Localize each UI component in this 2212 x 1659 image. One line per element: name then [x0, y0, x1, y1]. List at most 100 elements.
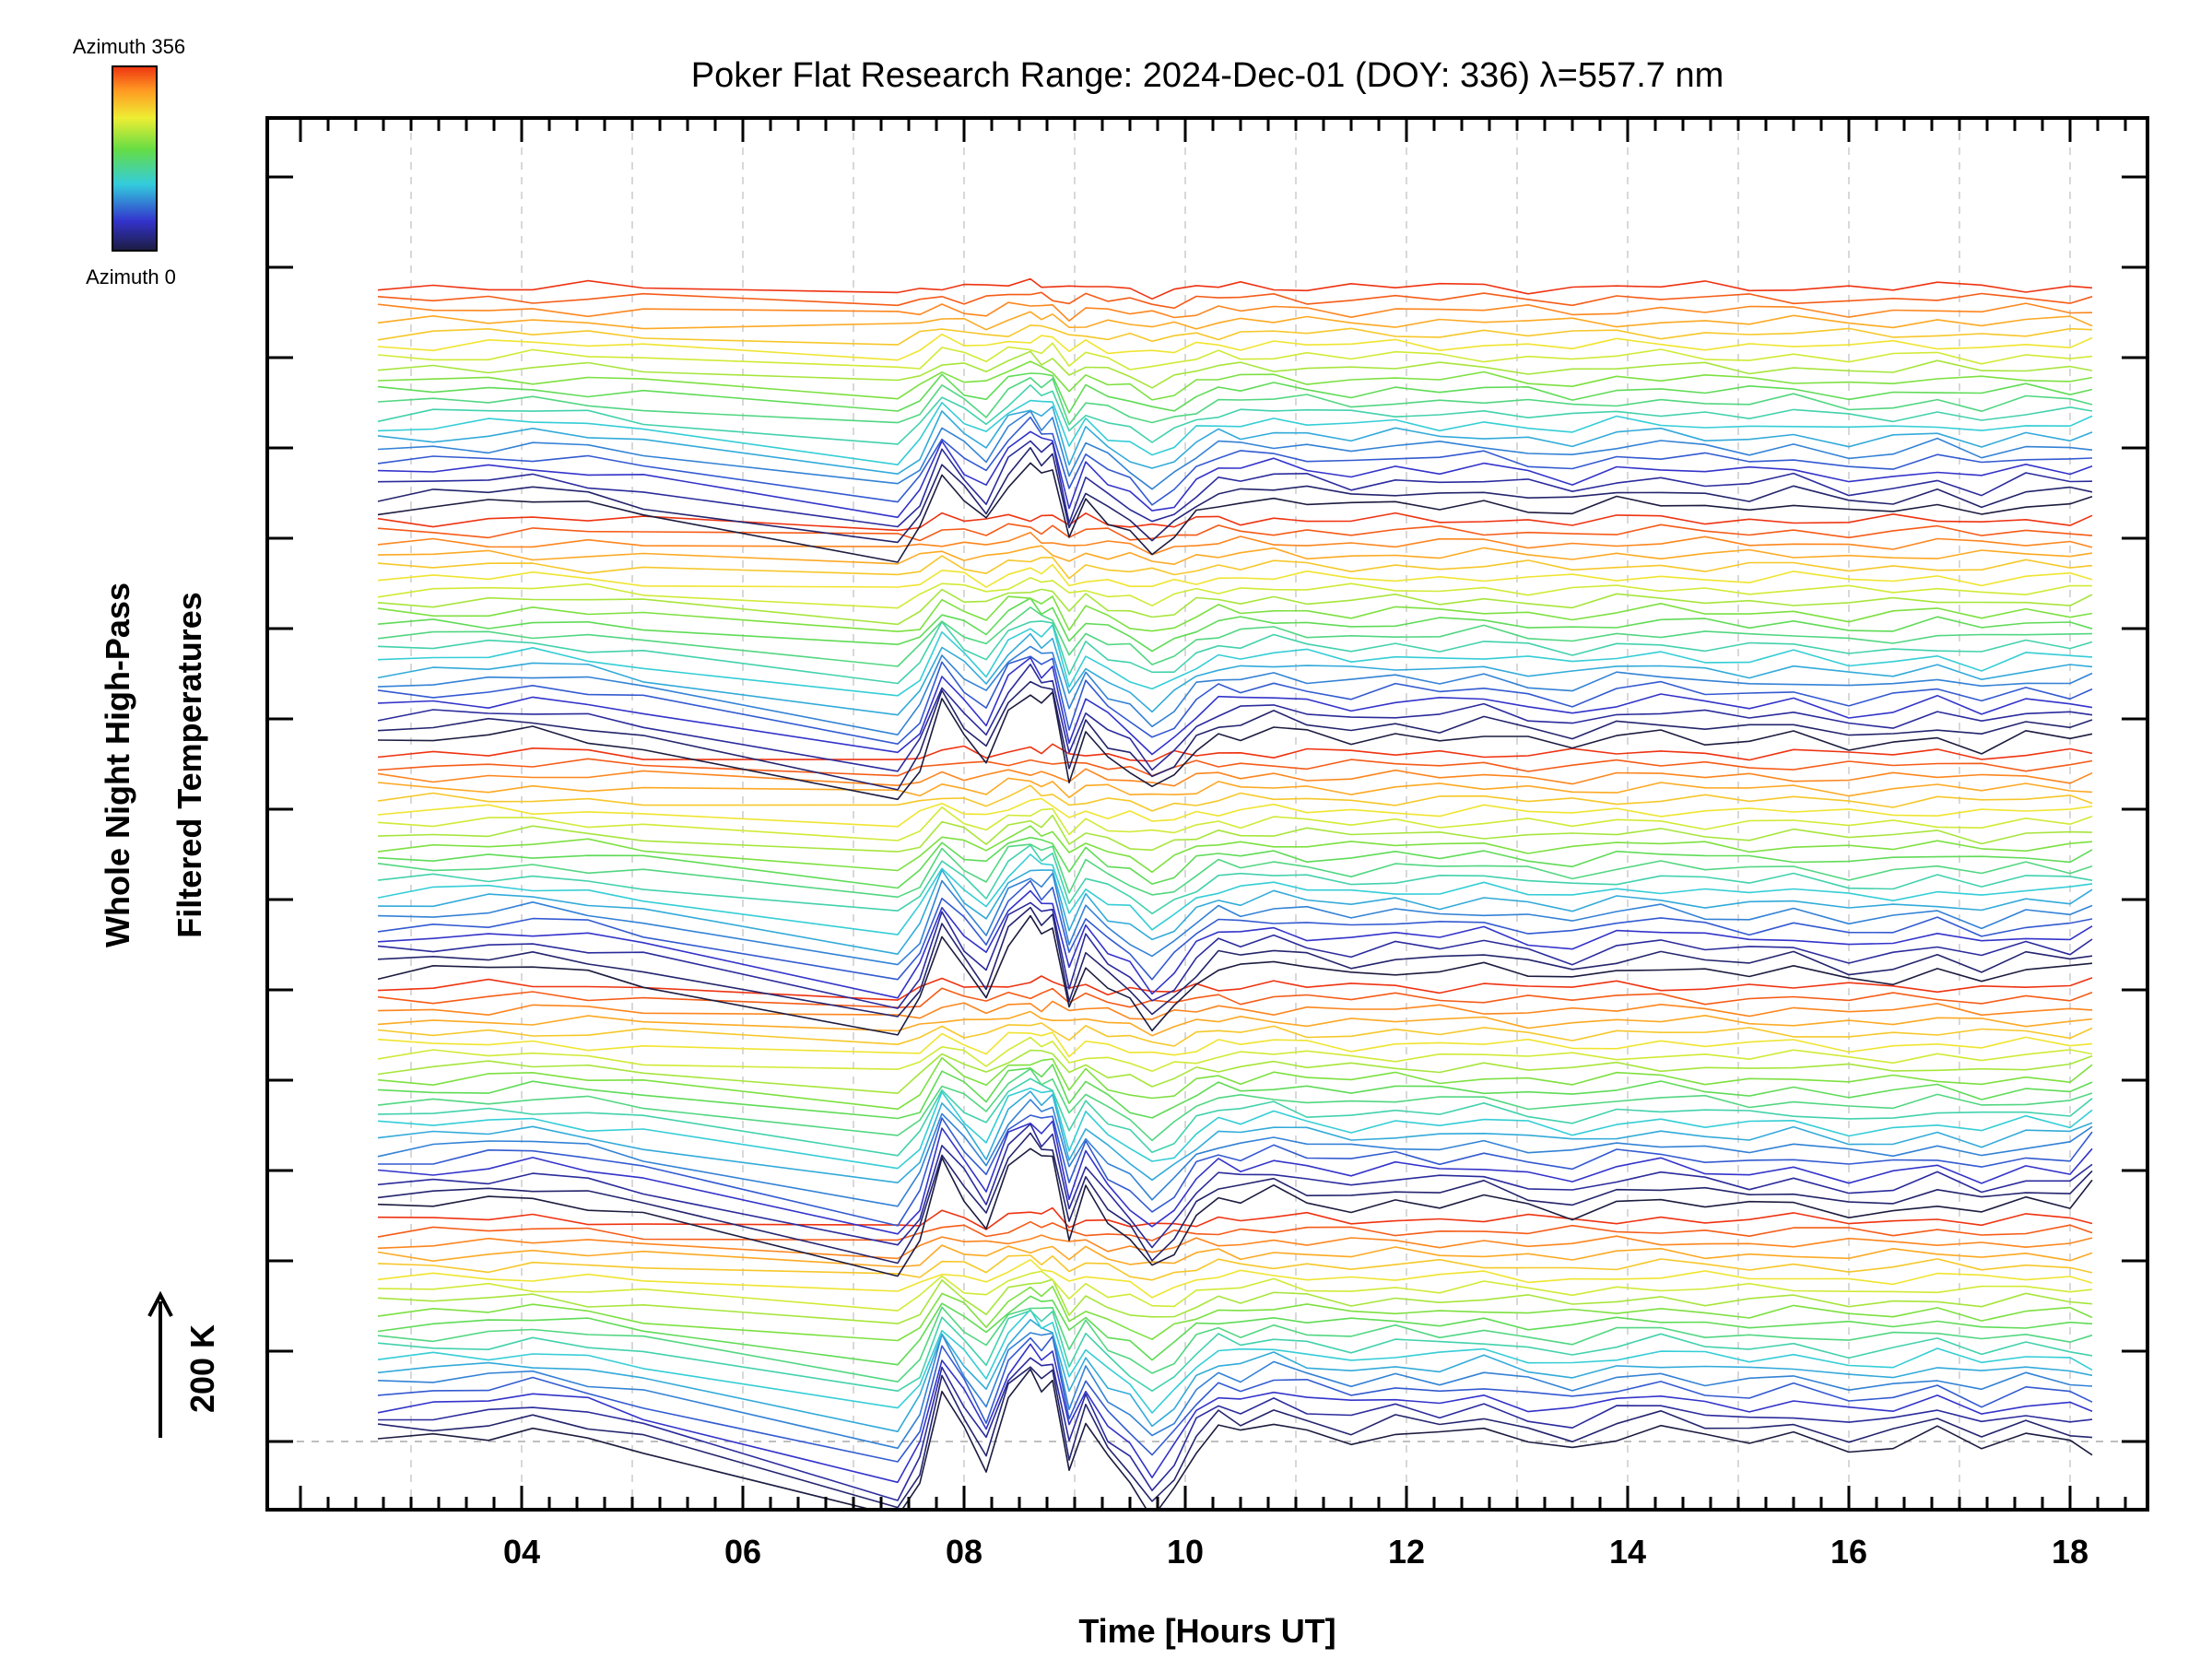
- series-line: [377, 410, 2093, 490]
- series-line: [377, 784, 2093, 812]
- series-line: [377, 1335, 2093, 1463]
- series-line: [377, 377, 2093, 426]
- chart-title: Poker Flat Research Range: 2024-Dec-01 (…: [691, 56, 1724, 95]
- series-line: [377, 663, 2093, 772]
- series-line: [377, 797, 2093, 828]
- series-line: [377, 844, 2093, 915]
- series-line: [377, 853, 2093, 935]
- scale-arrow: [147, 1290, 173, 1438]
- series-line: [377, 1147, 2093, 1277]
- series-line: [377, 523, 2093, 542]
- series-line: [377, 311, 2093, 331]
- y-axis-title-line-1: Whole Night High-Pass: [99, 582, 136, 947]
- series-line: [377, 1036, 2093, 1073]
- series-line: [377, 1067, 2093, 1142]
- series-line: [377, 975, 2093, 1001]
- scale-label: 200 K: [183, 1324, 221, 1413]
- series-line: [377, 1206, 2093, 1230]
- series-line: [377, 1234, 2093, 1260]
- series-line: [377, 1077, 2093, 1157]
- series-line: [377, 1306, 2093, 1382]
- series-line: [377, 1064, 2093, 1120]
- series-line: [377, 342, 2093, 371]
- series-line: [377, 872, 2093, 966]
- series-line: [377, 588, 2093, 626]
- series-line: [377, 1132, 2093, 1265]
- series-line: [377, 869, 2093, 955]
- plot-frame: [265, 116, 2149, 1512]
- series-line: [377, 1049, 2093, 1094]
- series-line: [377, 545, 2093, 566]
- series-line: [377, 806, 2093, 841]
- series-line: [377, 1031, 2093, 1058]
- series-line: [377, 1285, 2093, 1342]
- x-tick-label: 18: [2052, 1533, 2088, 1571]
- x-tick-label: 12: [1388, 1533, 1425, 1571]
- series-line: [377, 1090, 2093, 1183]
- series-line: [377, 416, 2093, 506]
- series-line: [377, 1332, 2093, 1450]
- series-line: [377, 1220, 2093, 1241]
- series-line: [377, 743, 2093, 762]
- series-line: [377, 333, 2093, 361]
- series-line: [377, 1278, 2093, 1324]
- series-line: [377, 1099, 2093, 1207]
- series-line: [377, 291, 2093, 310]
- colorbar-top-label: Azimuth 356: [73, 35, 185, 58]
- series-line: [377, 1295, 2093, 1366]
- series-line: [377, 372, 2093, 414]
- x-tick-label: 08: [946, 1533, 982, 1571]
- x-tick-label: 06: [724, 1533, 761, 1571]
- series-line: [377, 446, 2093, 544]
- series-line: [377, 301, 2093, 322]
- series-line: [378, 1114, 2093, 1227]
- series-line: [377, 406, 2093, 476]
- series-line: [377, 777, 2093, 799]
- series-line: [377, 1010, 2093, 1037]
- series-line: [377, 680, 2093, 791]
- series-line: [377, 595, 2093, 633]
- series-line: [377, 825, 2093, 874]
- series-line: [377, 512, 2093, 532]
- series-line: [377, 901, 2093, 1009]
- x-tick-label: 04: [503, 1533, 540, 1571]
- series-line: [377, 606, 2093, 667]
- x-tick-labels: 04 06 08 10 12 14 16 18: [503, 1533, 2088, 1571]
- series-line: [377, 836, 2093, 889]
- series-line: [377, 1022, 2093, 1047]
- series-line: [377, 624, 2093, 697]
- series-line: [377, 691, 2093, 801]
- series-line: [377, 1343, 2093, 1484]
- series-line: [377, 914, 2093, 1036]
- series-line: [377, 843, 2093, 899]
- series-line: [377, 555, 2093, 580]
- series-line: [377, 462, 2093, 563]
- x-tick-label: 10: [1167, 1533, 1204, 1571]
- colorbar: [112, 65, 158, 252]
- series-line: [377, 1319, 2093, 1432]
- x-axis-title: Time [Hours UT]: [1078, 1612, 1335, 1650]
- series-line: [377, 1088, 2093, 1170]
- series-line: [377, 399, 2093, 466]
- series-line: [377, 1120, 2093, 1235]
- series-line: [377, 531, 2093, 556]
- series-line: [377, 656, 2093, 756]
- series-line: [377, 597, 2093, 653]
- series-line: [377, 350, 2093, 389]
- series-line: [377, 632, 2093, 716]
- series-line: [377, 1368, 2093, 1510]
- series-line: [377, 987, 2093, 1008]
- series-line: [377, 1259, 2093, 1299]
- series-line: [377, 1123, 2093, 1249]
- x-tick-label: 14: [1609, 1533, 1646, 1571]
- series-line: [377, 1244, 2093, 1268]
- series-line: [377, 645, 2093, 736]
- series-line: [377, 324, 2093, 346]
- colorbar-bottom-label: Azimuth 0: [86, 265, 176, 288]
- series-line: [377, 1254, 2093, 1281]
- series-line: [377, 383, 2093, 445]
- series-line: [377, 655, 2093, 746]
- series-line: [377, 1057, 2093, 1111]
